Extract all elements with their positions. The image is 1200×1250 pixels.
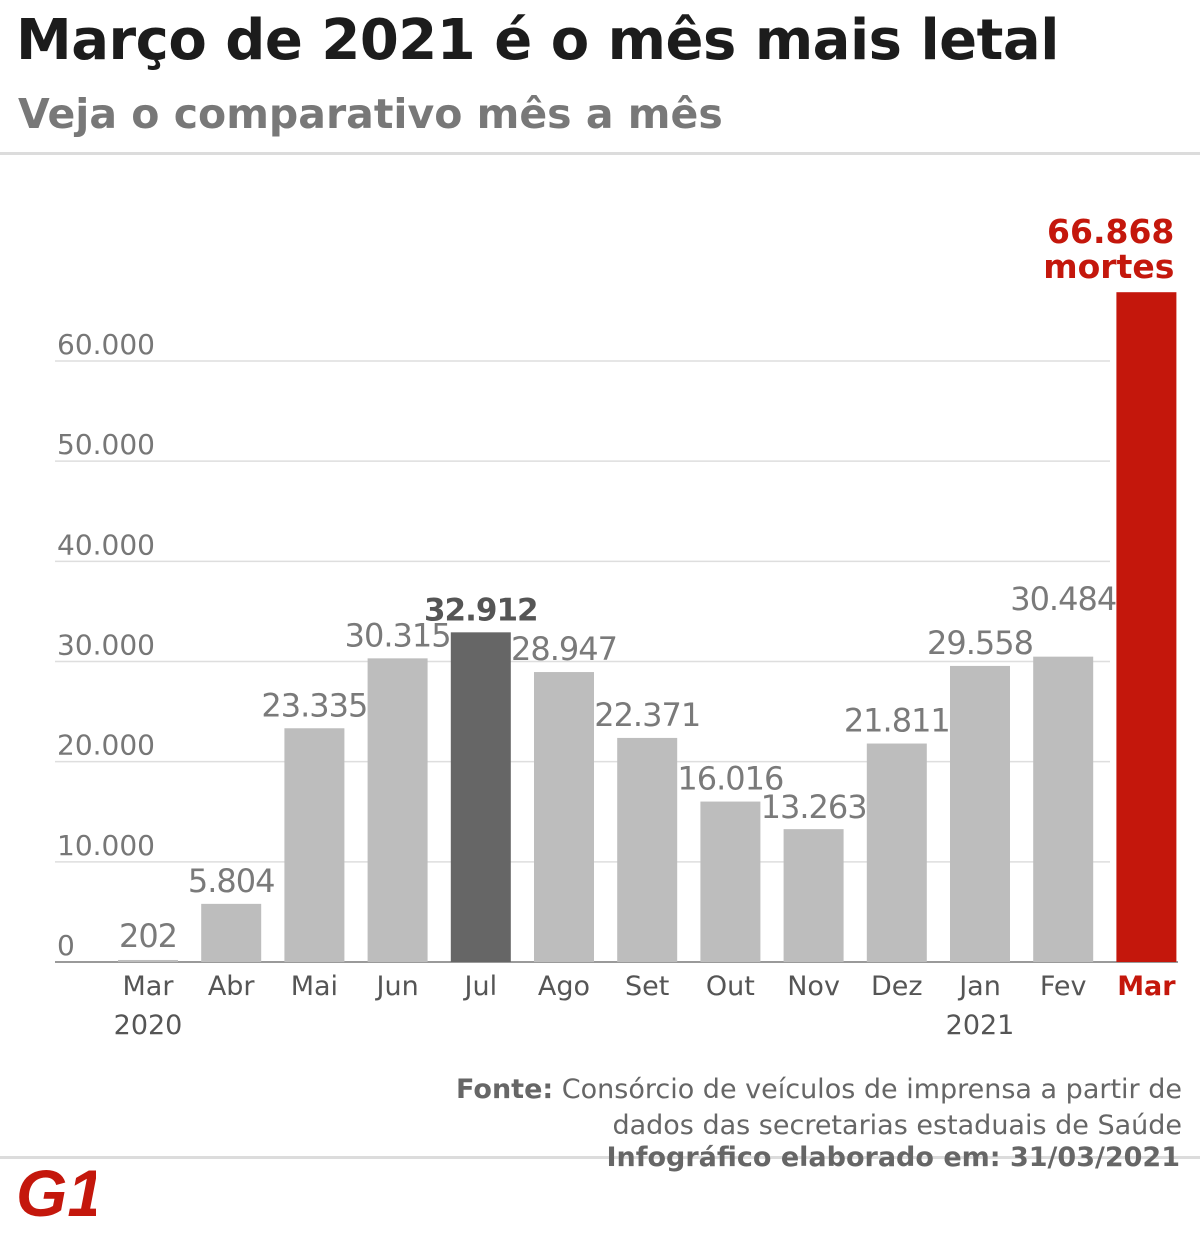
x-category-label: Jan [957,971,1001,1002]
bar [450,632,511,962]
x-category-label: Nov [787,971,840,1002]
bar [284,728,345,962]
bar-value-label: 16.016 [677,760,783,798]
bar [866,743,927,962]
g1-logo: G1 [16,1156,96,1226]
bar-value-label: 28.947 [511,630,617,668]
x-category-label: Mar [123,971,175,1002]
chart-title: Março de 2021 é o mês mais letal [16,8,1059,73]
bar [118,959,178,962]
bar-value-label: 22.371 [594,696,700,734]
bar-value-label: 29.558 [927,624,1033,662]
bar-chart: 0 10.000 20.000 30.000 40.000 50.000 60.000 202… [55,212,1178,1041]
y-tick-label: 50.000 [57,428,155,461]
x-year-label: 2020 [114,1010,183,1041]
x-category-label: Ago [538,971,590,1002]
bar [617,737,678,962]
x-category-label: Out [706,971,755,1002]
x-category-label: Jun [375,971,419,1002]
y-tick-label: 20.000 [57,729,155,762]
y-tick-label: 40.000 [57,528,155,561]
x-category-label: Set [625,971,669,1002]
bar [201,903,262,962]
bar-value-unit-label: mortes [1043,247,1174,286]
bar [534,672,594,962]
x-category-label: Dez [871,971,923,1002]
bar-value-label: 21.811 [844,702,950,740]
x-category-label: Abr [208,971,256,1002]
bar-value-label: 30.315 [345,616,451,654]
y-tick-label: 60.000 [57,328,155,361]
bar [367,658,428,962]
g1-logo-text: G1 [16,1156,96,1226]
bar [783,829,844,962]
x-category-label: Jul [463,971,498,1002]
infographic-date: Infográfico elaborado em: 31/03/2021 [606,1142,1180,1173]
bar-value-label: 5.804 [188,862,275,900]
source-note: Fonte: Consórcio de veículos de imprensa… [422,1072,1182,1144]
source-text: Consórcio de veículos de imprensa a part… [561,1074,1182,1141]
y-tick-label: 30.000 [57,629,155,662]
bar [1116,292,1177,962]
bar-value-label: 32.912 [424,592,538,628]
chart-subtitle: Veja o comparativo mês a mês [18,90,723,138]
x-category-label: Mai [291,971,338,1002]
bar-value-label: 30.484 [1010,580,1116,618]
bar-value-label: 23.335 [261,686,367,724]
bar-value-label: 13.263 [761,788,867,826]
x-year-label: 2021 [946,1010,1015,1041]
source-label: Fonte: [456,1074,554,1105]
bar [950,665,1010,962]
header-divider [0,152,1200,155]
bar-value-label: 66.868 [1047,212,1174,251]
bar-value-label: 202 [119,917,177,955]
footer-divider [0,1156,1200,1159]
y-tick-label: 10.000 [57,829,155,862]
y-tick-label: 0 [57,929,75,962]
x-category-label: Mar [1117,971,1176,1002]
bar [1033,656,1094,962]
x-category-label: Fev [1040,971,1087,1002]
bar [700,801,761,962]
